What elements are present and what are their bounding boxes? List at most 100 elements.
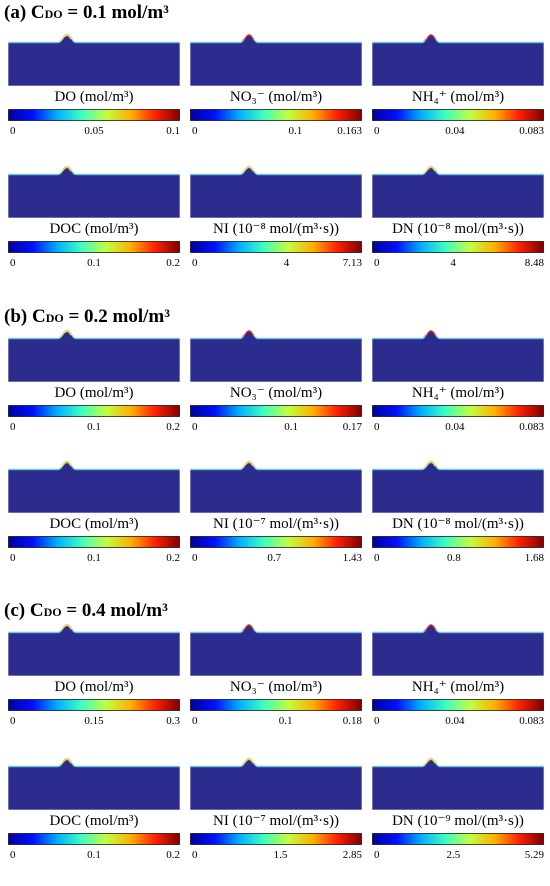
domain-plot bbox=[190, 329, 362, 382]
colorbar-ticks: 0 4 7.13 bbox=[190, 256, 362, 270]
tick-max: 0.2 bbox=[166, 421, 180, 433]
colorbar-gradient bbox=[190, 241, 362, 253]
surface-band bbox=[372, 623, 544, 634]
tick-max: 0.083 bbox=[519, 715, 544, 727]
surface-band bbox=[190, 460, 362, 471]
domain-field bbox=[8, 34, 180, 86]
surface-band bbox=[190, 329, 362, 340]
domain-field bbox=[372, 758, 544, 810]
domain-field bbox=[8, 624, 180, 676]
colorbar-gradient bbox=[190, 833, 362, 845]
tick-max: 0.17 bbox=[342, 421, 362, 433]
domain-plot bbox=[372, 329, 544, 382]
colorbar-gradient bbox=[8, 241, 180, 253]
colorbar-ticks: 0 0.1 0.17 bbox=[190, 420, 362, 434]
colorbar bbox=[372, 405, 544, 417]
domain-plot bbox=[190, 623, 362, 676]
tick-mid: 0.1 bbox=[87, 257, 101, 269]
domain-plot bbox=[8, 329, 180, 382]
domain-outline bbox=[8, 623, 180, 676]
section-title-prefix: (b) C bbox=[4, 306, 46, 327]
colorbar bbox=[190, 405, 362, 417]
colorbar-ticks: 0 0.1 0.2 bbox=[8, 848, 180, 862]
domain-plot bbox=[8, 33, 180, 86]
panel-label: DN (10⁻⁸ mol/(m³·s)) bbox=[392, 221, 524, 237]
tick-mid: 0.1 bbox=[87, 849, 101, 861]
domain-outline bbox=[190, 623, 362, 676]
domain-plot bbox=[372, 165, 544, 218]
tick-mid: 0.04 bbox=[445, 421, 465, 433]
domain-outline bbox=[8, 460, 180, 513]
tick-mid: 0.04 bbox=[445, 125, 465, 137]
domain-plot bbox=[8, 165, 180, 218]
tick-max: 0.18 bbox=[342, 715, 362, 727]
domain-field bbox=[372, 166, 544, 218]
tick-max: 0.083 bbox=[519, 421, 544, 433]
panel-label: DN (10⁻⁹ mol/(m³·s)) bbox=[392, 813, 524, 829]
colorbar-gradient bbox=[190, 405, 362, 417]
colorbar-ticks: 0 2.5 5.29 bbox=[372, 848, 544, 862]
colorbar-ticks: 0 0.1 0.2 bbox=[8, 256, 180, 270]
domain-field bbox=[190, 758, 362, 810]
colorbar bbox=[190, 699, 362, 711]
domain-plot bbox=[8, 623, 180, 676]
panel-label: DOC (mol/m³) bbox=[49, 516, 139, 532]
section-title-prefix: (c) C bbox=[4, 600, 44, 621]
domain-outline bbox=[190, 329, 362, 382]
panel-label: DN (10⁻⁸ mol/(m³·s)) bbox=[392, 516, 524, 532]
colorbar-ticks: 0 0.1 0.2 bbox=[8, 420, 180, 434]
domain-plot bbox=[372, 623, 544, 676]
colorbar-gradient bbox=[372, 833, 544, 845]
colorbar-ticks: 0 0.04 0.083 bbox=[372, 714, 544, 728]
domain-field bbox=[190, 624, 362, 676]
tick-min: 0 bbox=[374, 421, 380, 433]
domain-plot bbox=[8, 460, 180, 513]
panel-label: NH₄⁺ (mol/m³) bbox=[411, 89, 505, 105]
colorbar bbox=[372, 833, 544, 845]
tick-min: 0 bbox=[192, 552, 198, 564]
tick-max: 0.163 bbox=[337, 125, 362, 137]
surface-band bbox=[8, 757, 180, 768]
tick-mid: 0.1 bbox=[87, 552, 101, 564]
tick-min: 0 bbox=[192, 421, 198, 433]
section-title-suffix: = 0.4 mol/m³ bbox=[61, 600, 168, 621]
panel-label: DOC (mol/m³) bbox=[49, 221, 139, 237]
surface-band bbox=[8, 329, 180, 340]
tick-min: 0 bbox=[10, 552, 16, 564]
colorbar-ticks: 0 0.04 0.083 bbox=[372, 420, 544, 434]
colorbar-gradient bbox=[372, 536, 544, 548]
colorbar-gradient bbox=[190, 536, 362, 548]
panel-label: DO (mol/m³) bbox=[54, 385, 134, 401]
section-title-suffix: = 0.1 mol/m³ bbox=[62, 2, 169, 23]
panel-label: NI (10⁻⁷ mol/(m³·s)) bbox=[213, 813, 339, 829]
tick-max: 5.29 bbox=[524, 849, 544, 861]
section-title-suffix: = 0.2 mol/m³ bbox=[63, 306, 170, 327]
colorbar-ticks: 0 0.7 1.43 bbox=[190, 551, 362, 565]
tick-min: 0 bbox=[10, 257, 16, 269]
domain-plot bbox=[190, 165, 362, 218]
surface-band bbox=[8, 33, 180, 44]
colorbar-gradient bbox=[8, 536, 180, 548]
surface-band bbox=[190, 33, 362, 44]
panel-label: NO₃⁻ (mol/m³) bbox=[229, 679, 323, 695]
colorbar-gradient bbox=[8, 405, 180, 417]
tick-min: 0 bbox=[374, 715, 380, 727]
tick-mid: 1.5 bbox=[273, 849, 288, 861]
tick-max: 0.3 bbox=[166, 715, 180, 727]
domain-field bbox=[372, 624, 544, 676]
colorbar-ticks: 0 4 8.48 bbox=[372, 256, 544, 270]
domain-field bbox=[8, 330, 180, 382]
colorbar-ticks: 0 0.1 0.163 bbox=[190, 124, 362, 138]
domain-plot bbox=[190, 33, 362, 86]
panel-label: NH₄⁺ (mol/m³) bbox=[411, 679, 505, 695]
surface-band bbox=[372, 165, 544, 176]
section-title-subscript: DO bbox=[43, 605, 62, 619]
section-title-b: (b) CDO = 0.2 mol/m³ bbox=[4, 306, 170, 329]
colorbar-gradient bbox=[190, 699, 362, 711]
tick-min: 0 bbox=[374, 125, 380, 137]
tick-mid: 0.7 bbox=[267, 552, 282, 564]
colorbar bbox=[372, 241, 544, 253]
panel-label: DO (mol/m³) bbox=[54, 89, 134, 105]
surface-band bbox=[372, 33, 544, 44]
tick-max: 0.2 bbox=[166, 552, 180, 564]
